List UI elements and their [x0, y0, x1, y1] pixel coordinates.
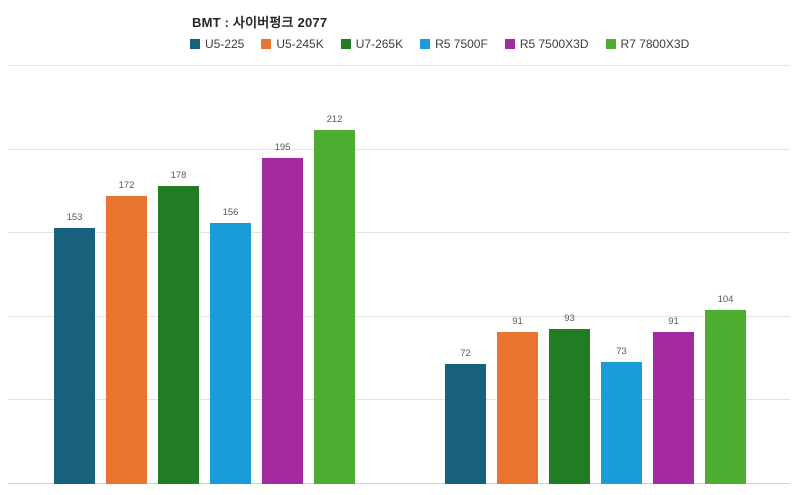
legend-label: R7 7800X3D: [620, 37, 690, 51]
bar-value-label: 93: [564, 313, 575, 324]
bar-u7-265k-group2: [549, 329, 590, 484]
legend-item-u5-245k: U5-245K: [261, 37, 324, 51]
gridline-50: [8, 399, 790, 401]
legend-label: U7-265K: [355, 37, 404, 51]
legend-item-r5-7500x3d: R5 7500X3D: [504, 37, 589, 51]
x-axis-baseline: [8, 483, 790, 484]
gridline-100: [8, 315, 790, 317]
legend-label: R5 7500F: [435, 37, 488, 51]
legend-item-u5-225: U5-225: [190, 37, 244, 51]
legend-swatch-icon: [605, 39, 616, 49]
bar-value-label: 91: [512, 316, 523, 327]
legend-swatch-icon: [504, 39, 515, 49]
bar-value-label: 72: [460, 348, 471, 359]
bar-r5-7500f-group1: [210, 223, 251, 484]
bar-value-label: 212: [326, 114, 343, 125]
legend-label: R5 7500X3D: [519, 37, 589, 51]
bar-value-label: 156: [222, 207, 239, 218]
bar-value-label: 178: [170, 170, 187, 181]
bar-u5-225-group2: [445, 364, 486, 484]
legend-item-r5-7500f: R5 7500F: [420, 37, 488, 51]
legend-item-r7-7800x3d: R7 7800X3D: [605, 37, 690, 51]
bar-u5-225-group1: [54, 228, 95, 484]
bar-r5-7500f-group2: [601, 362, 642, 484]
bar-r7-7800x3d-group1: [314, 130, 355, 484]
legend-item-u7-265k: U7-265K: [340, 37, 404, 51]
gridline-150: [8, 232, 790, 234]
legend-swatch-icon: [261, 39, 272, 49]
legend-label: U5-245K: [276, 37, 324, 51]
bar-r5-7500x3d-group1: [262, 158, 303, 484]
legend-swatch-icon: [420, 39, 431, 49]
bar-value-label: 153: [66, 212, 83, 223]
bar-value-label: 172: [118, 180, 135, 191]
bar-u5-245k-group2: [497, 332, 538, 484]
bar-u7-265k-group1: [158, 186, 199, 484]
legend-swatch-icon: [190, 39, 200, 49]
legend-swatch-icon: [340, 39, 351, 49]
bar-value-label: 73: [616, 346, 627, 357]
plot-area: 153 72 172 91 178 93 156 73 195 91 212 104: [8, 65, 790, 484]
bar-value-label: 195: [274, 142, 291, 153]
bar-value-label: 91: [668, 316, 679, 327]
legend-label: U5-225: [205, 37, 245, 51]
bar-value-label: 104: [717, 294, 734, 305]
bar-r5-7500x3d-group2: [653, 332, 694, 484]
bar-r7-7800x3d-group2: [705, 310, 746, 484]
legend: U5-225 U5-245K U7-265K R5 7500F R5 7500X3D R7…: [190, 37, 689, 51]
bar-u5-245k-group1: [106, 196, 147, 484]
gridline-200: [8, 148, 790, 150]
gridline-250: [8, 65, 790, 66]
chart-title: BMT : 사이버펑크 2077: [192, 15, 328, 30]
